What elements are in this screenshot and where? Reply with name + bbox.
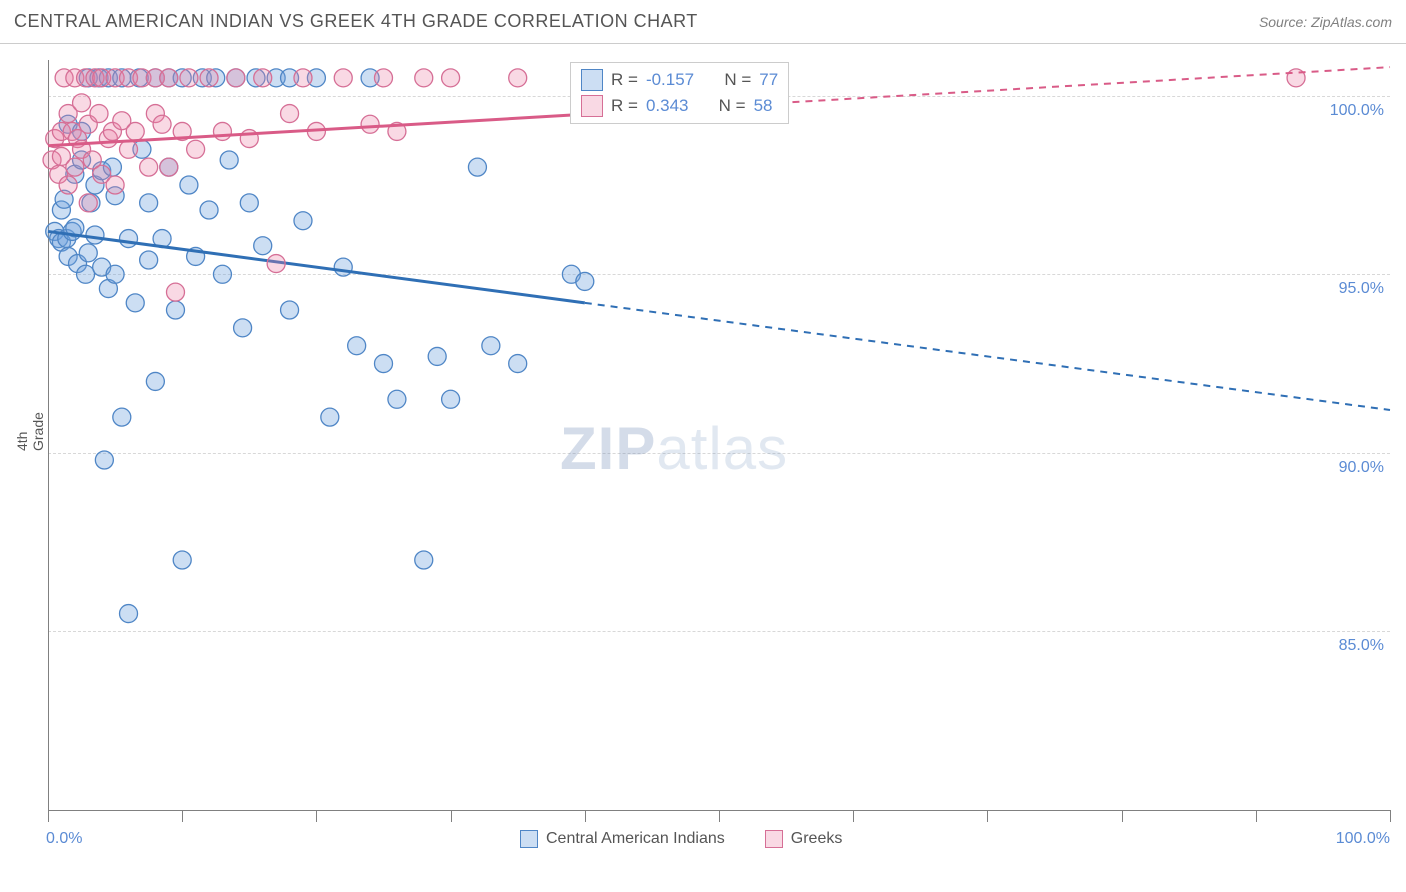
data-point [294, 69, 312, 87]
data-point [200, 69, 218, 87]
data-point [140, 194, 158, 212]
data-point [294, 212, 312, 230]
trendline-solid [48, 231, 585, 302]
stats-swatch [581, 69, 603, 91]
legend: Central American Indians Greeks [520, 830, 842, 848]
data-point [267, 255, 285, 273]
data-point [361, 115, 379, 133]
trendline-dashed [585, 303, 1390, 410]
legend-item: Greeks [765, 830, 843, 848]
stats-n-label: N = [719, 96, 746, 116]
data-point [220, 151, 238, 169]
data-point [334, 69, 352, 87]
data-point [73, 94, 91, 112]
data-point [173, 551, 191, 569]
data-point [334, 258, 352, 276]
data-point [113, 408, 131, 426]
data-point [146, 372, 164, 390]
source-prefix: Source: [1259, 14, 1311, 30]
stats-row: R = 0.343 N = 58 [581, 93, 778, 119]
stats-r-value: 0.343 [646, 96, 689, 116]
data-point [442, 390, 460, 408]
data-point [106, 176, 124, 194]
stats-n-value: 77 [759, 70, 778, 90]
data-point [281, 105, 299, 123]
data-point [180, 176, 198, 194]
plot-svg [0, 44, 1406, 892]
stats-r-label: R = [611, 96, 638, 116]
stats-n-label: N = [724, 70, 751, 90]
data-point [240, 194, 258, 212]
data-point [375, 355, 393, 373]
data-point [428, 347, 446, 365]
data-point [95, 451, 113, 469]
data-point [106, 265, 124, 283]
data-point [375, 69, 393, 87]
data-point [160, 158, 178, 176]
legend-label: Central American Indians [546, 830, 725, 848]
data-point [281, 301, 299, 319]
data-point [79, 244, 97, 262]
data-point [576, 272, 594, 290]
data-point [509, 355, 527, 373]
data-point [200, 201, 218, 219]
data-point [66, 158, 84, 176]
data-point [482, 337, 500, 355]
data-point [254, 69, 272, 87]
legend-item: Central American Indians [520, 830, 725, 848]
data-point [166, 283, 184, 301]
data-point [166, 301, 184, 319]
data-point [79, 194, 97, 212]
source-attribution: Source: ZipAtlas.com [1259, 14, 1392, 30]
data-point [120, 605, 138, 623]
data-point [442, 69, 460, 87]
data-point [213, 122, 231, 140]
legend-swatch [520, 830, 538, 848]
data-point [227, 69, 245, 87]
stats-swatch [581, 95, 603, 117]
chart-area: 100.0%95.0%90.0%85.0%0.0%100.0%4th Grade… [0, 44, 1406, 892]
data-point [234, 319, 252, 337]
title-bar: CENTRAL AMERICAN INDIAN VS GREEK 4TH GRA… [0, 0, 1406, 44]
data-point [90, 105, 108, 123]
source-link[interactable]: ZipAtlas.com [1311, 14, 1392, 30]
chart-container: CENTRAL AMERICAN INDIAN VS GREEK 4TH GRA… [0, 0, 1406, 892]
stats-r-label: R = [611, 70, 638, 90]
data-point [120, 230, 138, 248]
data-point [254, 237, 272, 255]
data-point [126, 122, 144, 140]
data-point [468, 158, 486, 176]
data-point [180, 69, 198, 87]
data-point [153, 115, 171, 133]
data-point [126, 294, 144, 312]
data-point [140, 251, 158, 269]
data-point [160, 69, 178, 87]
stats-row: R = -0.157 N = 77 [581, 67, 778, 93]
data-point [120, 140, 138, 158]
data-point [140, 158, 158, 176]
data-point [77, 265, 95, 283]
stats-r-value: -0.157 [646, 70, 694, 90]
data-point [187, 140, 205, 158]
legend-label: Greeks [791, 830, 843, 848]
data-point [415, 69, 433, 87]
chart-title: CENTRAL AMERICAN INDIAN VS GREEK 4TH GRA… [14, 11, 698, 32]
stats-n-value: 58 [754, 96, 773, 116]
stats-box: R = -0.157 N = 77R = 0.343 N = 58 [570, 62, 789, 124]
data-point [348, 337, 366, 355]
data-point [415, 551, 433, 569]
data-point [86, 226, 104, 244]
legend-swatch [765, 830, 783, 848]
data-point [321, 408, 339, 426]
data-point [509, 69, 527, 87]
data-point [213, 265, 231, 283]
data-point [388, 390, 406, 408]
data-point [59, 176, 77, 194]
